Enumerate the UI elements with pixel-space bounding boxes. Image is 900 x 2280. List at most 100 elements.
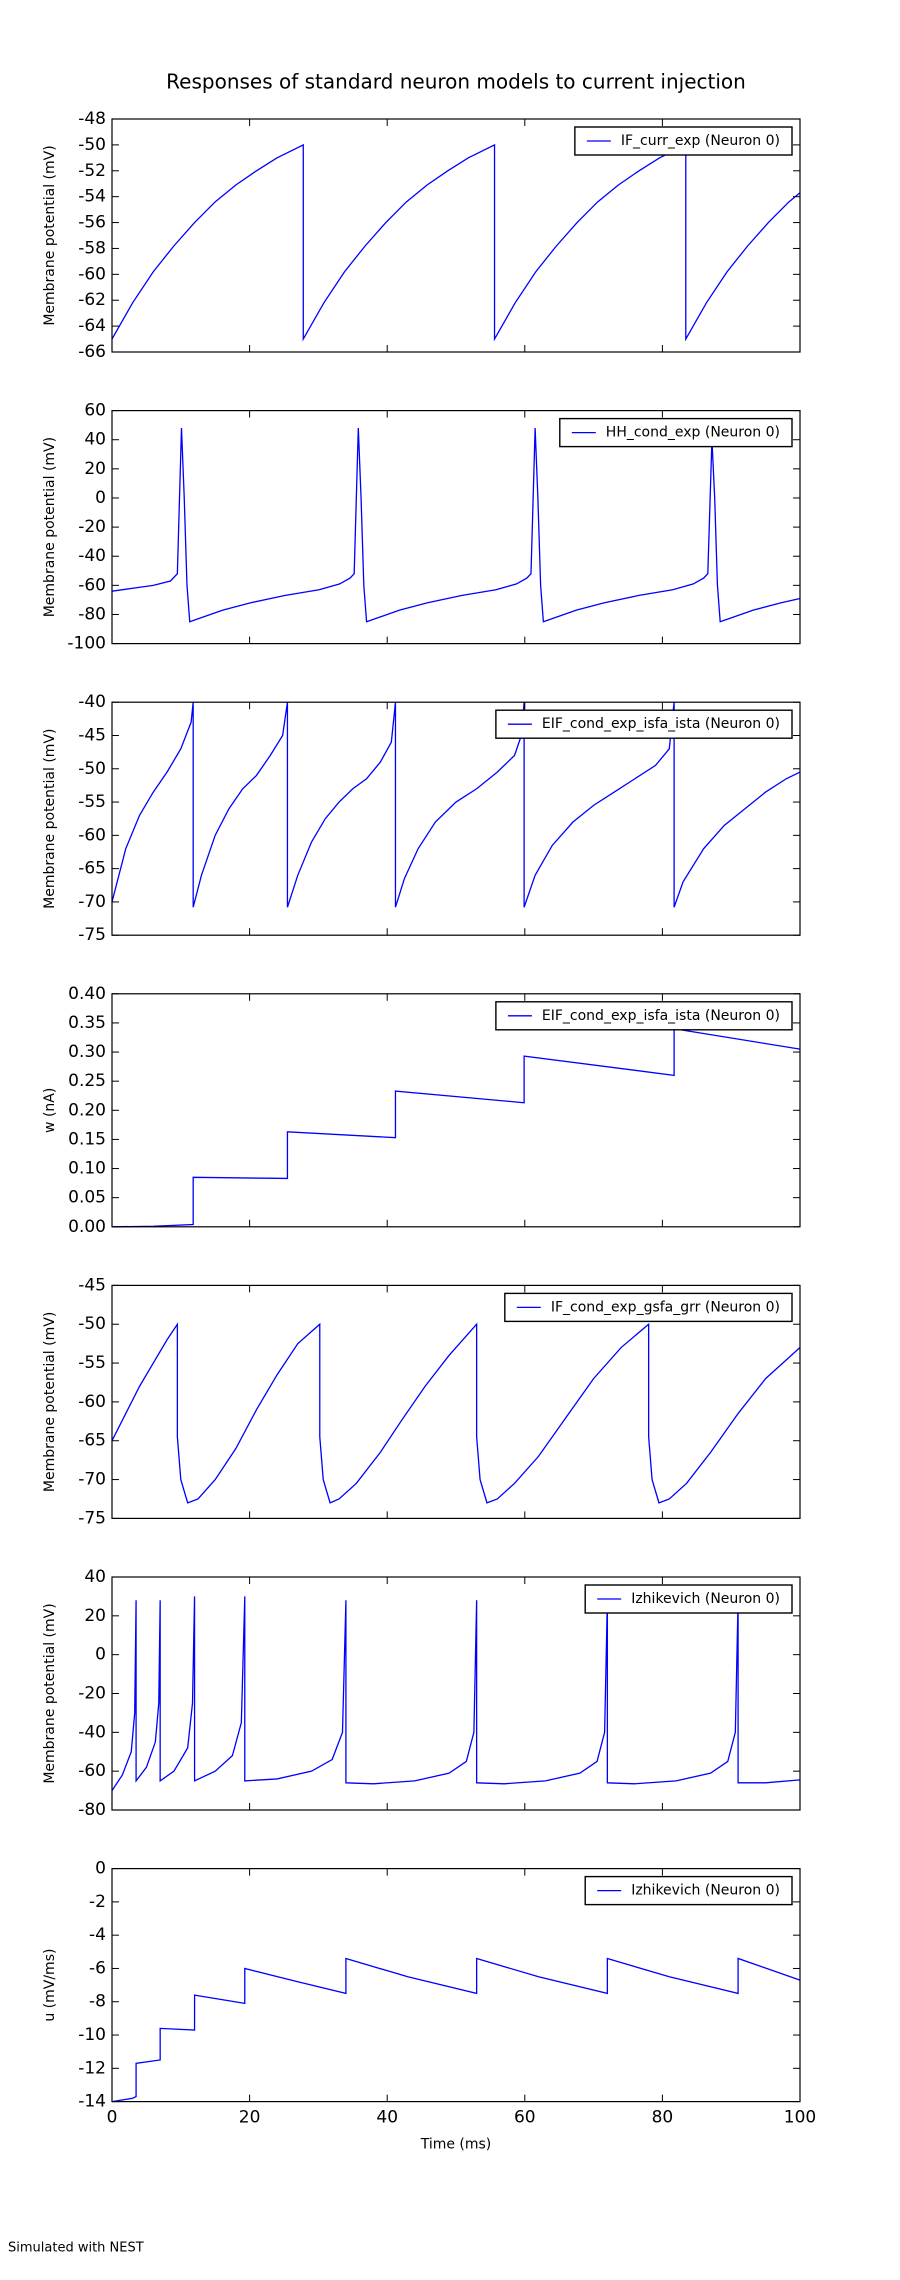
subplot: 0.00 0.05 0.10 0.15 0.20 0.25 0.30 0.35 0.40 w (n… <box>42 984 801 1237</box>
y-tick-label: 0.30 <box>68 1042 106 1062</box>
y-axis-label: Membrane potential (mV) <box>42 145 58 325</box>
y-tick-label: -40 <box>78 692 106 712</box>
x-tick-label: 20 <box>239 2108 261 2128</box>
y-tick-label: 20 <box>84 1606 106 1626</box>
data-line <box>111 1957 801 2103</box>
subplot: -100 -80 -60 -40 -20 0 20 40 60 Membrane potentia… <box>42 401 801 654</box>
legend-box <box>504 1292 793 1323</box>
y-tick-label: -65 <box>78 1431 106 1451</box>
y-tick-label: -66 <box>78 342 106 362</box>
legend-label: Izhikevich (Neuron 0) <box>631 1883 780 1899</box>
y-tick-label: -12 <box>78 2058 106 2078</box>
legend-label: EIF_cond_exp_isfa_ista (Neuron 0) <box>542 1008 780 1024</box>
y-axis-label: Membrane potential (mV) <box>42 1603 58 1783</box>
y-tick-label: 0.20 <box>68 1100 106 1120</box>
x-axis-label: Time (ms) <box>420 2137 492 2153</box>
y-tick-label: 40 <box>84 430 106 450</box>
subplot: -66 -64 -62 -60 -58 -56 -54 -52 -50 -48 Membrane p… <box>42 109 801 362</box>
subplot: -14 -12 -10 -8 -6 -4 -2 0 0 20 40 60 80 100 Time (ms) u… <box>42 1859 816 2153</box>
y-tick-label: 40 <box>84 1567 106 1587</box>
y-tick-label: -64 <box>78 316 106 336</box>
y-tick-label: -54 <box>78 187 106 207</box>
x-tick-label: 0 <box>107 2108 118 2128</box>
legend-box <box>495 709 793 739</box>
y-axis-label: w (nA) <box>42 1088 58 1133</box>
x-tick-label: 60 <box>514 2108 536 2128</box>
y-tick-label: -55 <box>78 792 106 812</box>
y-tick-label: -75 <box>78 1508 106 1528</box>
y-tick-label: -20 <box>78 1684 106 1704</box>
y-tick-label: -14 <box>78 2092 106 2112</box>
y-tick-label: -65 <box>78 859 106 879</box>
plot-area <box>112 702 800 936</box>
plot-area <box>112 1285 800 1519</box>
y-tick-label: 0.40 <box>68 984 106 1004</box>
legend-label: Izhikevich (Neuron 0) <box>631 1591 780 1607</box>
legend: IF_cond_exp_gsfa_grr (Neuron 0) <box>504 1292 793 1323</box>
y-tick-label: -2 <box>89 1892 106 1912</box>
y-tick-label: -45 <box>78 1275 106 1295</box>
y-tick-label: -6 <box>89 1958 106 1978</box>
y-tick-label: 0 <box>95 488 106 508</box>
plot-area <box>112 1577 800 1810</box>
axes-frame <box>111 701 801 936</box>
y-tick-label: -80 <box>78 1800 106 1820</box>
y-tick-label: -40 <box>78 1722 106 1742</box>
y-tick-label: -40 <box>78 546 106 566</box>
figure-title: Responses of standard neuron models to c… <box>166 70 746 94</box>
x-tick-label: 80 <box>652 2108 674 2128</box>
axes-frame <box>111 1867 801 2103</box>
subplot: -80 -60 -40 -20 0 20 40 Membrane potential (mV)… <box>42 1567 801 1820</box>
subplot: -75 -70 -65 -60 -55 -50 -45 Membrane potential … <box>42 1275 801 1528</box>
y-tick-label: 0 <box>95 1645 106 1665</box>
legend: HH_cond_exp (Neuron 0) <box>559 417 793 448</box>
y-tick-label: -70 <box>78 1470 106 1490</box>
legend: Izhikevich (Neuron 0) <box>584 1584 793 1614</box>
y-axis-label: Membrane potential (mV) <box>42 437 58 617</box>
y-tick-label: -50 <box>78 1314 106 1334</box>
y-tick-label: 20 <box>84 459 106 479</box>
y-tick-label: -50 <box>78 135 106 155</box>
y-tick-label: 0.10 <box>68 1159 106 1179</box>
plot-area <box>112 993 800 1227</box>
axes-frame <box>111 118 801 353</box>
legend-box <box>559 417 793 448</box>
y-tick-label: 0.05 <box>68 1188 106 1208</box>
data-line <box>111 1596 801 1791</box>
y-tick-label: -4 <box>89 1925 106 1945</box>
y-tick-label: -62 <box>78 290 106 310</box>
y-tick-label: -100 <box>67 634 106 654</box>
legend: Izhikevich (Neuron 0) <box>584 1875 793 1906</box>
y-tick-label: -80 <box>78 604 106 624</box>
legend-label: HH_cond_exp (Neuron 0) <box>606 425 780 441</box>
y-axis-label: u (mV/ms) <box>42 1949 58 2022</box>
y-tick-label: -60 <box>78 575 106 595</box>
y-tick-label: -45 <box>78 725 106 745</box>
data-line <box>111 1322 801 1504</box>
data-line <box>111 1027 801 1228</box>
y-axis-label: Membrane potential (mV) <box>42 729 58 909</box>
y-tick-label: -56 <box>78 213 106 233</box>
y-tick-label: -52 <box>78 161 106 181</box>
y-tick-label: -20 <box>78 517 106 537</box>
y-tick-label: 0.15 <box>68 1129 106 1149</box>
y-tick-label: 0.00 <box>68 1217 106 1237</box>
plot-area <box>112 1868 800 2102</box>
data-line <box>111 428 801 623</box>
y-tick-label: 60 <box>84 401 106 421</box>
x-tick-label: 40 <box>376 2108 398 2128</box>
legend-box <box>574 126 793 156</box>
data-line <box>111 702 801 908</box>
footer-note: Simulated with NEST <box>8 2241 144 2256</box>
plot-area <box>112 410 800 644</box>
legend-box <box>495 1001 793 1031</box>
y-tick-label: -60 <box>78 264 106 284</box>
y-tick-label: -60 <box>78 1761 106 1781</box>
y-axis-label: Membrane potential (mV) <box>42 1312 58 1492</box>
y-tick-label: -60 <box>78 1392 106 1412</box>
legend: EIF_cond_exp_isfa_ista (Neuron 0) <box>495 1001 793 1031</box>
y-tick-label: 0.25 <box>68 1071 106 1091</box>
y-tick-label: -8 <box>89 1992 106 2012</box>
